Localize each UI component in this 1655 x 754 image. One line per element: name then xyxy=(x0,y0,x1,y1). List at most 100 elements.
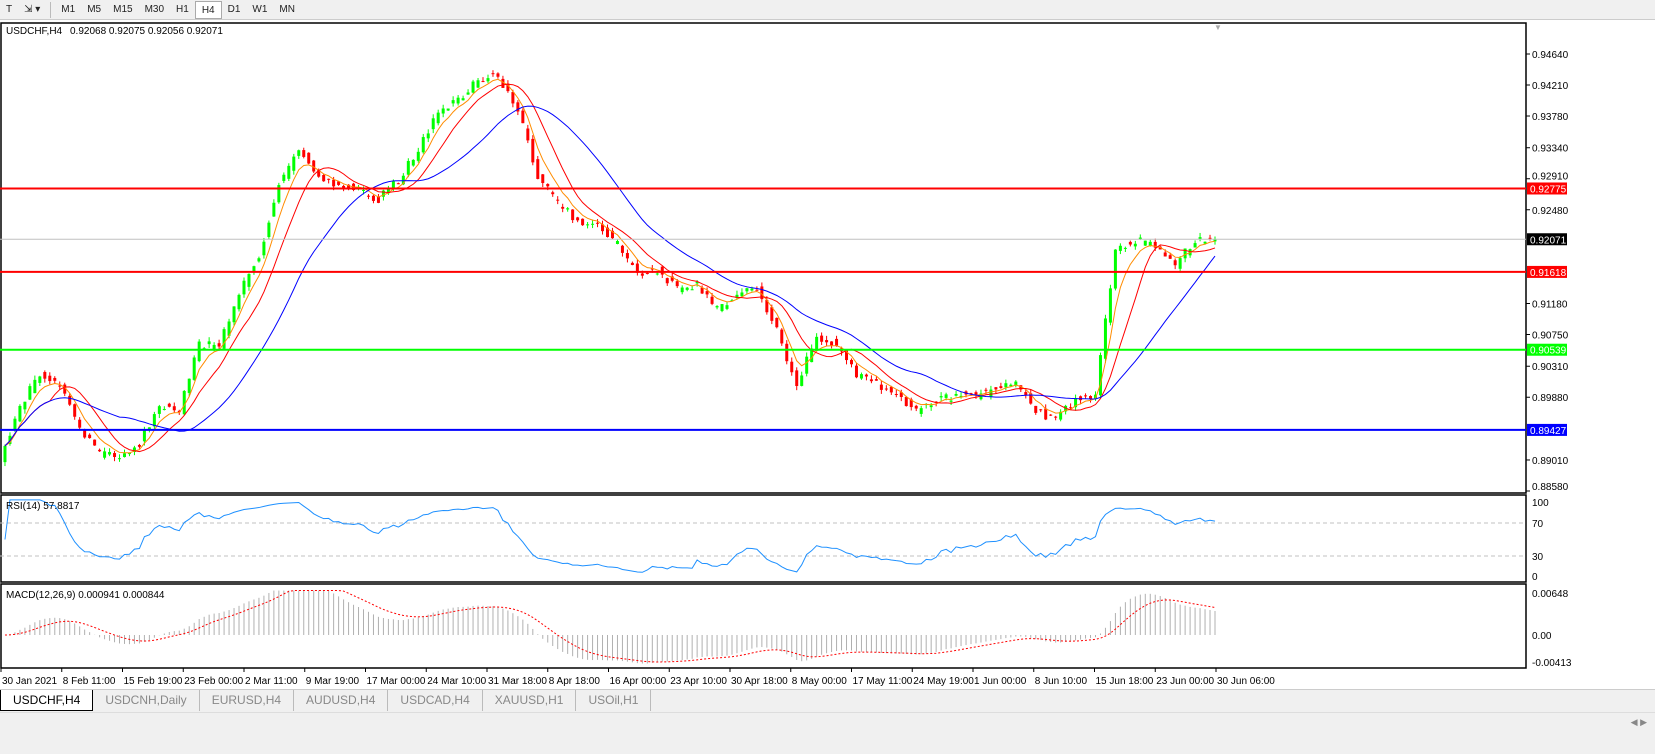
candle-body xyxy=(556,199,560,201)
candle-body xyxy=(904,397,908,407)
price-label: 0.91618 xyxy=(1530,268,1567,279)
time-axis-label: 17 Mar 00:00 xyxy=(367,676,426,687)
candle-body xyxy=(247,273,251,287)
timeframe-d1[interactable]: D1 xyxy=(227,3,241,15)
candle-body xyxy=(511,92,515,104)
chart-tab[interactable]: USDCNH,Daily xyxy=(93,690,200,711)
candle-body xyxy=(1069,407,1073,409)
candle-body xyxy=(635,263,639,273)
candle-body xyxy=(58,385,62,387)
chart-window[interactable]: 0.92775 0.92071 0.91618 0.90539 0.89427 0.946… xyxy=(0,20,1655,689)
timeframe-m1[interactable]: M1 xyxy=(61,3,76,15)
candle-body xyxy=(1103,318,1107,359)
candle-body xyxy=(88,434,92,439)
candle-body xyxy=(227,321,231,336)
candle-body xyxy=(1108,288,1112,323)
candle-body xyxy=(765,299,769,313)
candle-body xyxy=(147,427,151,430)
candle-body xyxy=(1074,398,1078,408)
candle-body xyxy=(615,241,619,244)
chart-tab[interactable]: USOil,H1 xyxy=(576,690,652,711)
candle-body xyxy=(944,394,948,398)
candle-body xyxy=(347,184,351,190)
candle-body xyxy=(78,419,82,428)
chart-tab[interactable]: EURUSD,H4 xyxy=(200,690,295,711)
price-axis-label: 0.88580 xyxy=(1532,482,1569,493)
price-label-bg xyxy=(1527,265,1567,278)
candle-body xyxy=(252,266,256,272)
chart-tab[interactable]: USDCAD,H4 xyxy=(388,690,483,711)
candle-body xyxy=(546,183,550,187)
price-axis-label: 0.89010 xyxy=(1532,456,1569,467)
price-label-bg xyxy=(1527,423,1567,436)
time-axis-label: 8 Feb 11:00 xyxy=(63,676,116,687)
timeframe-m15[interactable]: M15 xyxy=(113,3,133,15)
candle-body xyxy=(596,222,600,224)
candle-body xyxy=(640,273,644,276)
tab-scroll-arrows[interactable]: ◀ ▶ xyxy=(1630,717,1647,727)
candle-body xyxy=(1168,255,1172,259)
candle-body xyxy=(1133,243,1137,247)
text-tool-icon[interactable]: T xyxy=(6,3,13,15)
candle-body xyxy=(1054,416,1058,418)
candle-body xyxy=(919,408,923,414)
candle-body xyxy=(1123,247,1127,249)
chart-tab[interactable]: XAUUSD,H1 xyxy=(483,690,577,711)
macd-axis-label: 0.00 xyxy=(1532,631,1552,642)
candle-body xyxy=(237,294,241,310)
candle-body xyxy=(954,394,958,396)
candle-body xyxy=(630,262,634,265)
candle-body xyxy=(441,108,445,114)
candle-body xyxy=(127,453,131,455)
candle-body xyxy=(516,102,520,112)
candle-body xyxy=(591,223,595,225)
candle-body xyxy=(1024,392,1028,396)
timeframe-mn[interactable]: MN xyxy=(279,3,295,15)
candle-body xyxy=(242,280,246,295)
candle-body xyxy=(1084,395,1088,397)
candle-body xyxy=(854,365,858,378)
candle-body xyxy=(561,206,565,209)
candle-body xyxy=(859,374,863,379)
candle-body xyxy=(307,152,311,164)
candle-body xyxy=(282,174,286,181)
price-label: 0.92071 xyxy=(1530,235,1567,246)
chart-header-ohlc: 0.92068 0.92075 0.92056 0.92071 xyxy=(70,26,223,37)
candle-body xyxy=(267,222,271,238)
candle-body xyxy=(610,230,614,239)
candle-body xyxy=(1148,241,1152,246)
candle-body xyxy=(740,292,744,297)
candle-body xyxy=(1173,260,1177,266)
candle-body xyxy=(845,350,849,361)
candle-body xyxy=(984,389,988,391)
candle-body xyxy=(386,188,390,194)
objects-menu-icon[interactable]: ⇲ ▾ xyxy=(24,3,41,15)
candle-body xyxy=(989,389,993,397)
candle-body xyxy=(68,395,72,405)
candle-body xyxy=(536,159,540,179)
timeframe-m30[interactable]: M30 xyxy=(144,3,165,15)
price-label: 0.92775 xyxy=(1530,184,1567,195)
timeframe-w1[interactable]: W1 xyxy=(252,3,268,15)
time-axis-label: 30 Apr 18:00 xyxy=(731,676,788,687)
chart-tab[interactable]: AUDUSD,H4 xyxy=(294,690,389,711)
candle-body xyxy=(1029,393,1033,404)
candle-body xyxy=(1198,237,1202,240)
candle-body xyxy=(118,458,122,460)
price-label-bg xyxy=(1527,182,1567,195)
candle-body xyxy=(461,98,465,101)
candle-body xyxy=(800,375,804,386)
price-label-bg xyxy=(1527,233,1567,246)
candle-body xyxy=(152,414,156,427)
price-axis-label: 0.91180 xyxy=(1532,300,1568,311)
candle-body xyxy=(1118,245,1122,251)
timeframe-m5[interactable]: M5 xyxy=(87,3,102,15)
candle-body xyxy=(486,78,490,82)
candle-body xyxy=(501,78,505,88)
chart-tab[interactable]: USDCHF,H4 xyxy=(0,690,94,711)
candle-body xyxy=(1009,384,1013,387)
price-axis-label: 0.94640 xyxy=(1532,50,1569,61)
timeframe-h1[interactable]: H1 xyxy=(176,3,189,15)
timeframe-h4[interactable]: H4 xyxy=(194,0,222,19)
candle-body xyxy=(815,336,819,351)
